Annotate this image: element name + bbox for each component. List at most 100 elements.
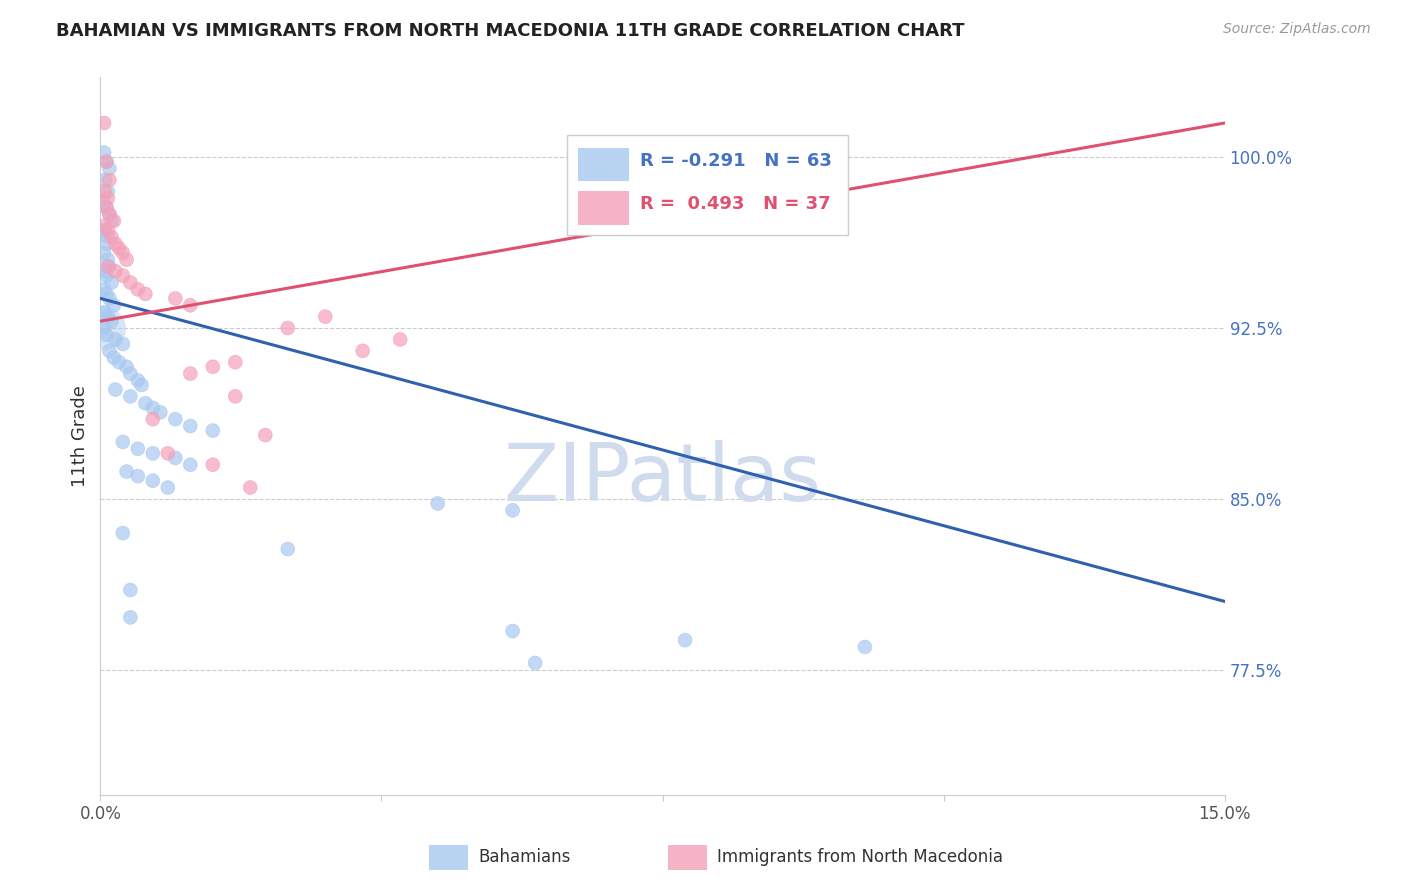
Text: Source: ZipAtlas.com: Source: ZipAtlas.com: [1223, 22, 1371, 37]
Point: [853, 640, 876, 654]
Point: [156, 481, 179, 495]
Point: [97, 252, 120, 267]
Point: [277, 541, 299, 556]
Point: [502, 503, 524, 517]
Point: [120, 276, 142, 290]
Point: [97, 191, 120, 205]
Text: Bahamians: Bahamians: [478, 848, 571, 866]
Point: [201, 458, 224, 472]
Point: [103, 298, 125, 312]
Point: [149, 405, 172, 419]
Text: R =  0.493   N = 37: R = 0.493 N = 37: [640, 195, 831, 213]
Point: [131, 378, 153, 392]
Point: [352, 343, 374, 358]
Text: ZIPatlas: ZIPatlas: [503, 441, 821, 518]
Point: [96, 286, 118, 301]
Point: [98, 292, 121, 306]
Point: [96, 200, 118, 214]
Point: [94, 264, 117, 278]
Point: [97, 310, 120, 324]
Point: [115, 465, 138, 479]
Point: [201, 424, 224, 438]
Point: [93, 282, 115, 296]
Point: [120, 610, 142, 624]
Point: [239, 481, 262, 495]
Point: [134, 286, 156, 301]
Point: [98, 343, 121, 358]
Point: [108, 355, 131, 369]
Point: [94, 305, 117, 319]
Point: [111, 526, 134, 541]
Point: [224, 389, 246, 403]
Point: [94, 173, 117, 187]
Point: [277, 321, 299, 335]
Point: [524, 656, 547, 670]
Point: [142, 446, 165, 460]
Point: [179, 298, 201, 312]
Point: [127, 282, 149, 296]
Point: [201, 359, 224, 374]
Point: [165, 450, 187, 465]
Point: [104, 383, 127, 397]
Point: [98, 161, 121, 176]
Point: [314, 310, 336, 324]
Point: [97, 260, 120, 274]
Point: [94, 219, 117, 233]
Point: [96, 154, 118, 169]
Point: [179, 419, 201, 434]
Point: [120, 582, 142, 597]
Point: [389, 333, 412, 347]
Point: [97, 230, 120, 244]
Point: [115, 359, 138, 374]
Bar: [578, 148, 628, 181]
Point: [127, 373, 149, 387]
Point: [96, 200, 118, 214]
Point: [97, 185, 120, 199]
Point: [103, 214, 125, 228]
Point: [98, 207, 121, 221]
Text: R = -0.291   N = 63: R = -0.291 N = 63: [640, 152, 832, 170]
Point: [98, 260, 121, 274]
Bar: [578, 191, 628, 225]
Point: [628, 154, 651, 169]
Point: [673, 633, 696, 648]
Point: [100, 314, 122, 328]
Point: [111, 268, 134, 283]
Point: [98, 173, 121, 187]
Text: Immigrants from North Macedonia: Immigrants from North Macedonia: [717, 848, 1002, 866]
Point: [502, 624, 524, 638]
Point: [127, 469, 149, 483]
Point: [111, 245, 134, 260]
Point: [94, 223, 117, 237]
Point: [115, 252, 138, 267]
Point: [93, 321, 115, 335]
Point: [426, 496, 449, 510]
Y-axis label: 11th Grade: 11th Grade: [72, 385, 89, 487]
Point: [96, 154, 118, 169]
Point: [156, 446, 179, 460]
Point: [142, 401, 165, 415]
Point: [142, 474, 165, 488]
Point: [165, 292, 187, 306]
Point: [94, 185, 117, 199]
Point: [108, 241, 131, 255]
Point: [100, 230, 122, 244]
Text: BAHAMIAN VS IMMIGRANTS FROM NORTH MACEDONIA 11TH GRADE CORRELATION CHART: BAHAMIAN VS IMMIGRANTS FROM NORTH MACEDO…: [56, 22, 965, 40]
Point: [96, 268, 118, 283]
Point: [120, 389, 142, 403]
Point: [224, 355, 246, 369]
Point: [98, 207, 121, 221]
Point: [103, 351, 125, 365]
Point: [127, 442, 149, 456]
Point: [97, 223, 120, 237]
Point: [93, 116, 115, 130]
Point: [165, 412, 187, 426]
Point: [100, 214, 122, 228]
Point: [93, 321, 115, 335]
Point: [104, 333, 127, 347]
Point: [111, 337, 134, 351]
Point: [111, 434, 134, 449]
Point: [179, 458, 201, 472]
Point: [104, 264, 127, 278]
Point: [100, 276, 122, 290]
